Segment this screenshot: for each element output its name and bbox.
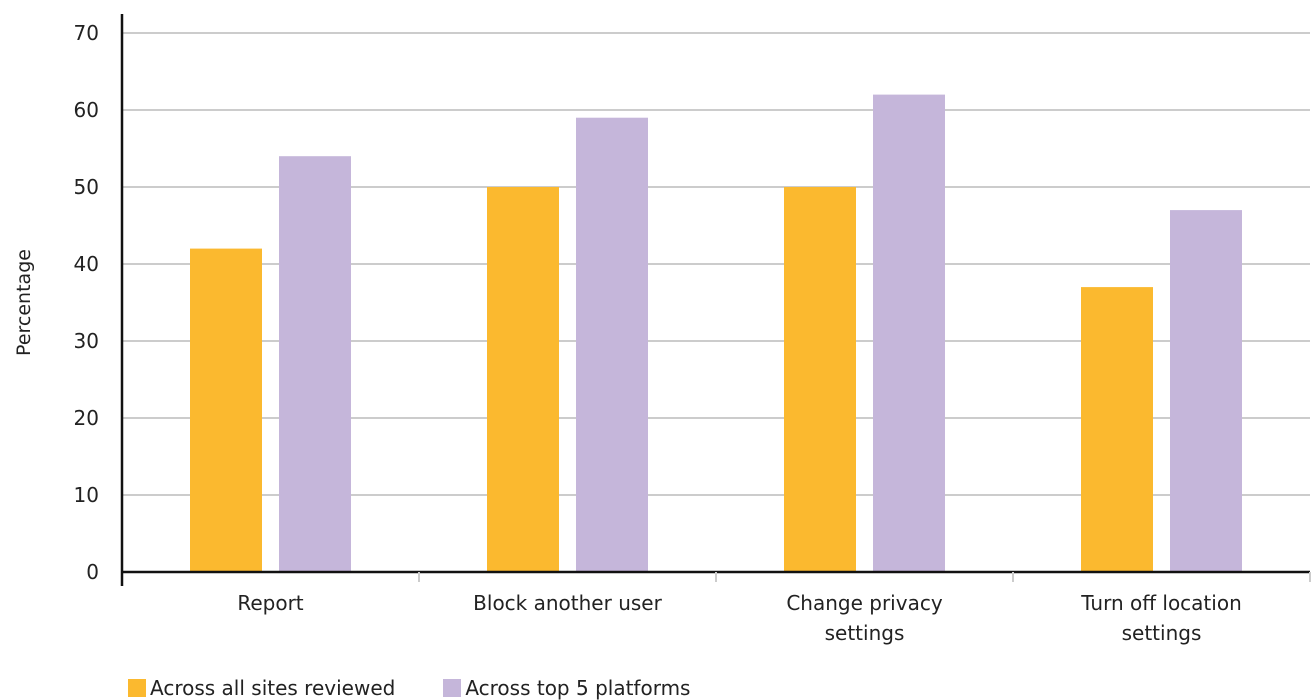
bars [190,94,1242,572]
x-category-label: Block another user [473,591,662,615]
y-tick-label: 30 [74,329,99,353]
y-tick-label: 40 [74,252,99,276]
y-tick-labels: 0 10 20 30 40 50 60 70 [74,21,99,584]
legend-label-series-1: Across all sites reviewed [150,676,396,700]
bar-series-2 [279,156,351,572]
y-tick-label: 10 [74,483,99,507]
legend-label-series-2: Across top 5 platforms [465,676,691,700]
axes [120,14,1311,586]
y-axis-title: Percentage [13,249,35,356]
legend-swatch-series-2 [443,679,462,697]
x-category-label: Change privacy settings [786,591,942,645]
y-tick-label: 0 [86,560,99,584]
bar-series-2 [873,94,945,572]
legend-item-series-1: Across all sites reviewed [128,676,395,700]
bar-series-2 [1170,210,1242,572]
legend-item-series-2: Across top 5 platforms [443,676,690,700]
y-tick-label: 20 [74,406,99,430]
bar-chart: 0 10 20 30 40 50 60 70 Report Block another user… [13,14,1311,645]
legend-swatch-series-1 [128,679,146,697]
x-category-label: Report [237,591,303,615]
bar-series-1 [784,187,856,572]
x-category-label: Turn off location settings [1080,591,1242,645]
y-tick-label: 60 [74,98,99,122]
bar-series-1 [487,187,559,572]
x-category-labels: Report Block another user Change privacy se… [237,591,1241,645]
bar-series-1 [190,248,262,572]
legend: Across all sites reviewed Across top 5 p… [128,676,690,700]
bar-series-2 [576,117,648,572]
y-tick-label: 50 [74,175,99,199]
bar-series-1 [1081,287,1153,572]
y-tick-label: 70 [74,21,99,45]
